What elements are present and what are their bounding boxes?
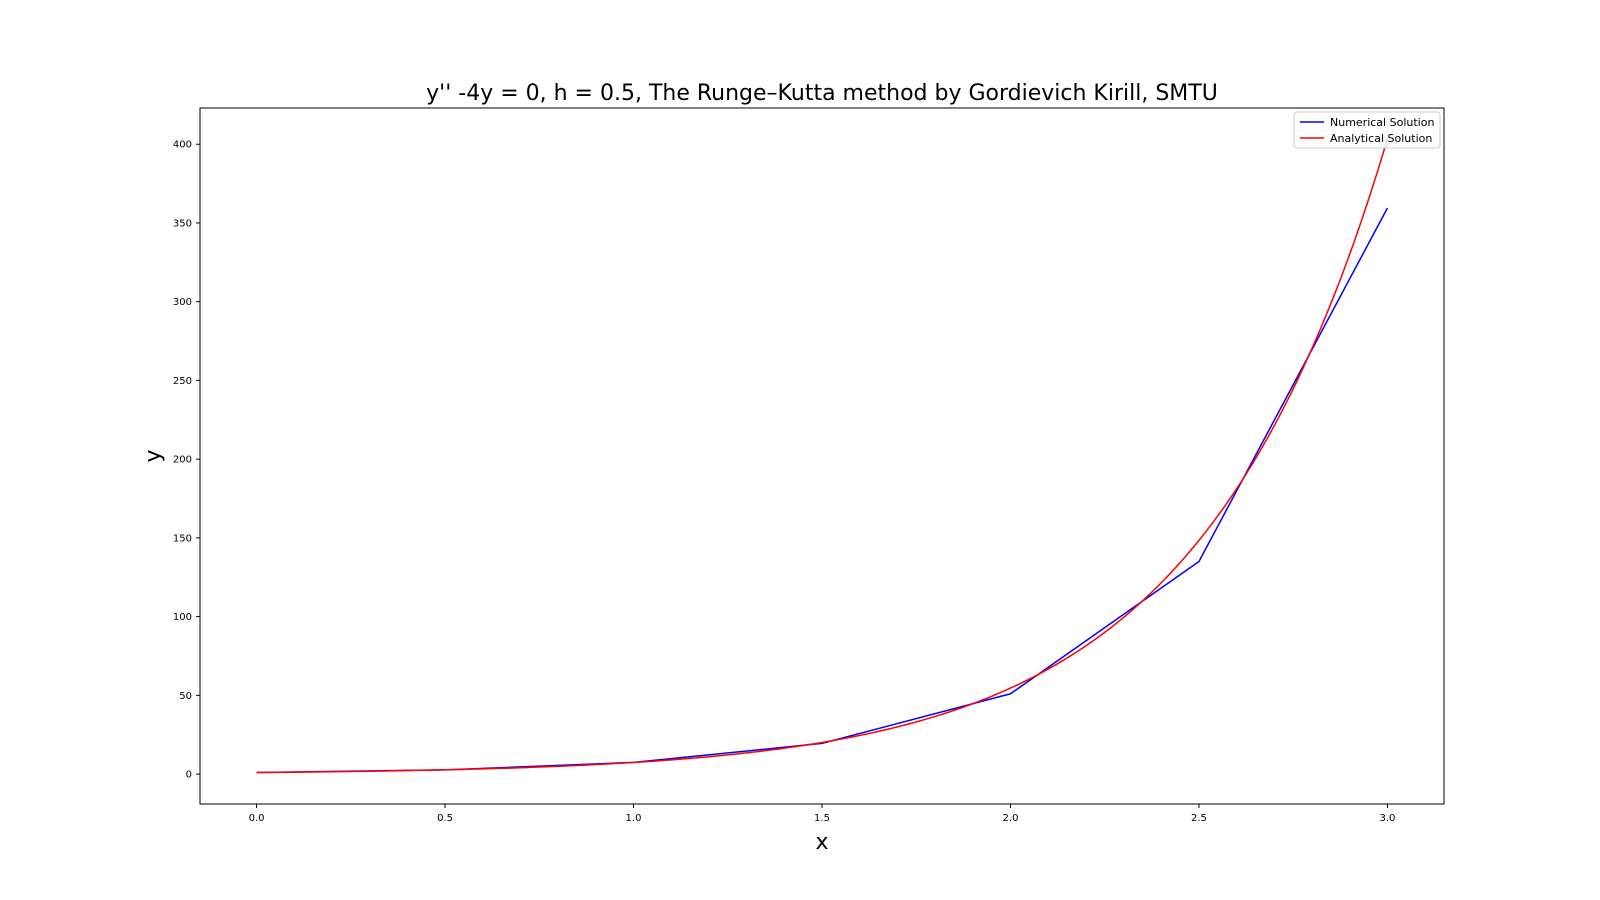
legend: Numerical Solution Analytical Solution [1293,111,1441,149]
x-tick-label: 0.0 [249,813,265,824]
x-tick-label: 2.0 [1003,813,1019,824]
y-tick-label: 100 [173,612,192,623]
y-tick-label: 250 [173,376,192,387]
y-tick-label: 150 [173,533,192,544]
y-tick-label: 50 [179,691,192,702]
x-tick-label: 3.0 [1380,813,1396,824]
y-tick-label: 200 [173,455,192,466]
x-axis-title: x [815,830,828,855]
y-tick-label: 0 [186,770,192,781]
legend-label-analytical: Analytical Solution [1330,132,1432,145]
x-axis: 0.0 0.5 1.0 1.5 2.0 2.5 3.0 [249,804,1396,824]
chart-title: y'' -4y = 0, h = 0.5, The Runge–Kutta me… [426,81,1218,106]
x-tick-label: 1.0 [626,813,642,824]
y-tick-label: 400 [173,140,192,151]
y-tick-label: 300 [173,297,192,308]
y-axis: 0 50 100 150 200 250 300 350 400 [173,140,200,781]
series-line-0 [256,207,1389,774]
series-layer [256,138,1389,774]
y-axis-title: y [141,449,166,462]
x-tick-label: 1.5 [814,813,830,824]
series-line-1 [256,138,1389,774]
legend-label-numerical: Numerical Solution [1330,116,1434,129]
x-tick-label: 0.5 [437,813,453,824]
x-tick-label: 2.5 [1191,813,1207,824]
legend-box [1293,111,1441,149]
y-tick-label: 350 [173,218,192,229]
